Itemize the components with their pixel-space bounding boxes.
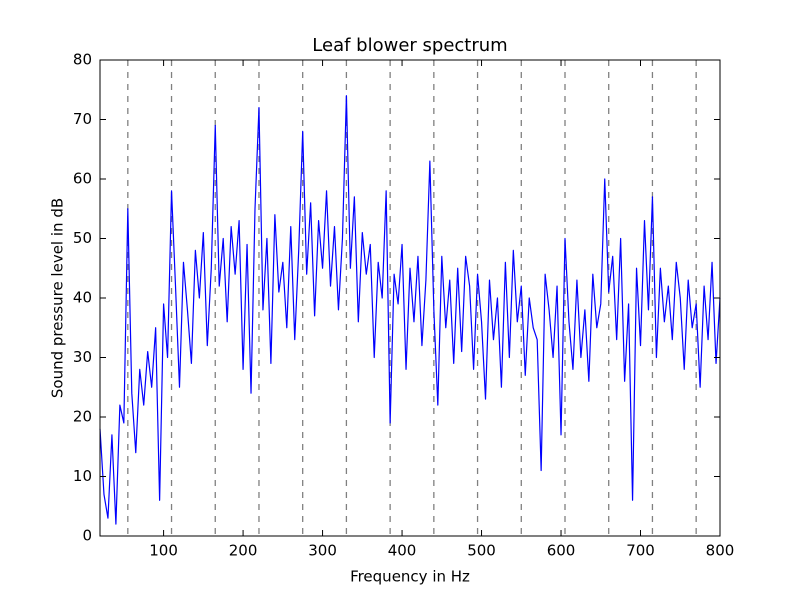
x-tick-label: 800: [706, 542, 735, 560]
y-tick-label: 10: [73, 467, 92, 485]
y-tick-label: 0: [82, 527, 92, 545]
x-tick-label: 700: [626, 542, 655, 560]
y-tick-label: 40: [73, 289, 92, 307]
y-axis-label: Sound pressure level in dB: [49, 198, 67, 398]
x-tick-label: 600: [547, 542, 576, 560]
x-tick-label: 400: [388, 542, 417, 560]
y-tick-label: 80: [73, 51, 92, 69]
y-tick-label: 70: [73, 110, 92, 128]
x-tick-label: 300: [308, 542, 337, 560]
y-tick-label: 20: [73, 408, 92, 426]
x-tick-label: 500: [467, 542, 496, 560]
x-axis-label: Frequency in Hz: [350, 568, 470, 586]
y-tick-label: 50: [73, 229, 92, 247]
x-tick-label: 100: [149, 542, 178, 560]
spectrum-line: [99, 95, 721, 525]
chart-title: Leaf blower spectrum: [312, 35, 507, 56]
y-tick-label: 60: [73, 170, 92, 188]
y-tick-label: 30: [73, 348, 92, 366]
x-tick-label: 200: [229, 542, 258, 560]
